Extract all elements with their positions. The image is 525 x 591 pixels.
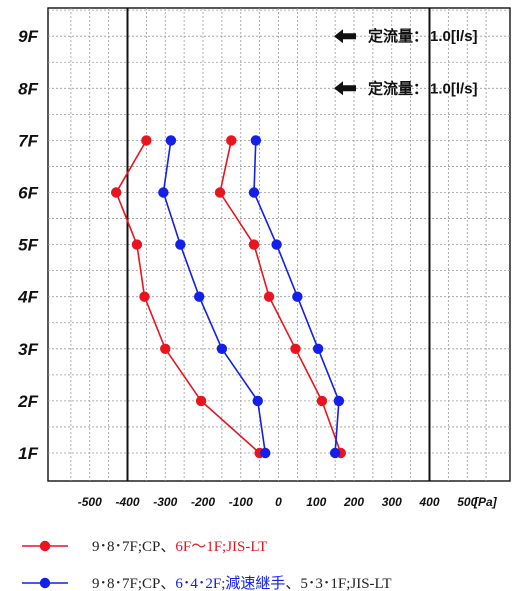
legend-prefix: 9･8･7F;CP、 [92,576,175,591]
data-point [226,135,237,146]
legend-entry: 9･8･7F;CP、6F～1F;JIS-LT [92,539,267,555]
legend: 9･8･7F;CP、6F～1F;JIS-LT9･8･7F;CP、6･4･2F;減… [22,539,392,591]
y-tick-label: 7F [18,131,38,150]
data-point [263,291,275,302]
x-tick-labels: -500 -400 -300 -200 -100 0 100 200 300 400 500 [78,495,478,509]
legend-highlight: 6F～1F;JIS-LT [175,539,267,555]
data-point [158,187,169,198]
annotations: 定流量： 1.0[l/s]定流量： 1.0[l/s] [334,27,478,97]
grid [48,8,510,481]
legend-prefix: 9･8･7F;CP、 [92,539,175,555]
annotation-value: 1.0[l/s] [430,28,478,45]
data-point [312,343,324,354]
data-point [260,447,271,459]
y-tick-label: 6F [18,184,38,203]
data-point [252,395,263,407]
y-tick-label: 8F [18,79,38,98]
x-tick-label: -500 [78,495,102,509]
data-point [292,291,303,302]
y-tick-label: 2F [17,392,38,411]
data-point [250,135,262,146]
data-point [271,239,282,250]
x-tick-label: 300 [382,495,402,509]
annotation-label: 定流量： [368,79,428,97]
y-tick-label: 4F [17,288,38,307]
data-point [195,395,207,407]
annotation-text: 定流量： 1.0[l/s] [368,27,478,45]
annotation-value: 1.0[l/s] [430,80,478,97]
x-axis-unit: [Pa] [473,495,498,509]
data-point [290,343,301,354]
y-tick-label: 9F [18,27,38,46]
data-point [131,239,143,250]
x-tick-label: 500 [457,495,477,509]
annotation-text: 定流量： 1.0[l/s] [368,79,478,97]
x-tick-label: -300 [153,495,177,509]
reference-lines [126,8,431,481]
x-tick-label: 400 [418,495,439,509]
series [110,135,346,459]
data-point [316,395,328,407]
legend-entry: 9･8･7F;CP、6･4･2F;減速継手、5･3･1F;JIS-LT [92,575,392,591]
data-point [248,239,260,250]
legend-suffix: 、5･3･1F;JIS-LT [285,576,391,591]
arrow-left-icon [334,29,356,44]
x-tick-label: -200 [191,495,215,509]
data-point [160,343,171,354]
annotation-label: 定流量： [368,27,428,45]
legend-highlight: 6･4･2F;減速継手 [175,575,285,591]
x-tick-label: -100 [229,495,253,509]
data-point [141,135,152,146]
legend-marker [39,577,51,589]
y-tick-label: 1F [18,444,38,463]
x-tick-label: 200 [343,495,364,509]
x-tick-label: 100 [306,495,326,509]
data-point [110,187,122,198]
data-point [248,187,260,198]
data-point [216,343,228,354]
data-point [333,395,345,407]
data-point [329,447,341,459]
data-point [194,291,205,302]
y-tick-label: 5F [18,236,38,255]
arrow-left-icon [334,81,356,96]
y-tick-label: 3F [18,340,38,359]
data-point [214,187,226,198]
data-point [139,291,150,302]
x-tick-label: -400 [115,495,139,509]
legend-marker [39,540,51,552]
x-tick-label: 0 [275,495,282,509]
y-tick-labels: 1F 2F 3F 4F 5F 6F 7F 8F 9F [17,27,38,463]
data-point [165,135,177,146]
data-point [175,239,186,250]
